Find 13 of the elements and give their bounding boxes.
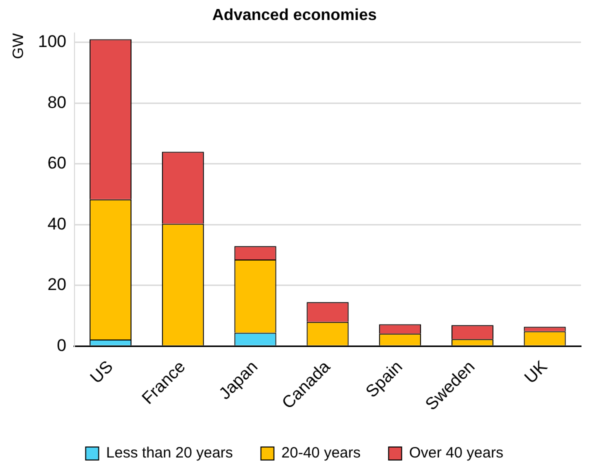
y-tick-label: 100 xyxy=(38,32,66,51)
y-axis-title: GW xyxy=(10,32,28,60)
legend-label: 20-40 years xyxy=(281,444,361,462)
legend-label: Over 40 years xyxy=(409,444,504,462)
y-tick-label: 80 xyxy=(47,92,66,112)
legend-label: Less than 20 years xyxy=(106,444,233,462)
x-tick-label: UK xyxy=(520,356,552,388)
y-tick-label: 60 xyxy=(47,154,66,173)
x-tick-label: US xyxy=(86,357,117,388)
y-tick-label: 40 xyxy=(47,214,66,234)
chart-title: Advanced economies xyxy=(212,7,377,24)
y-tick-label: 0 xyxy=(56,336,66,355)
y-tick-label: 20 xyxy=(47,275,66,294)
